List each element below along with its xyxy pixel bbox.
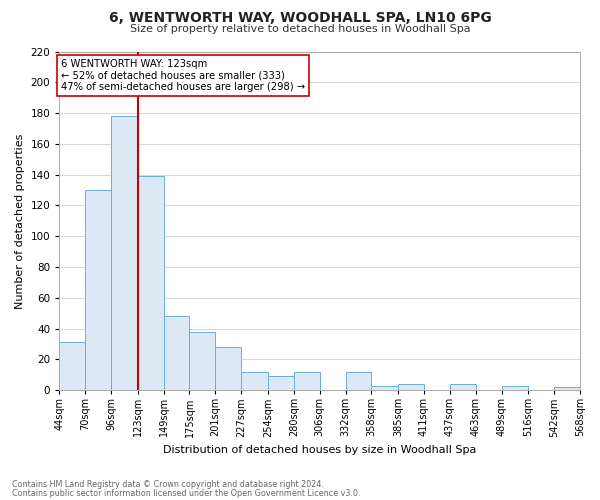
Text: 6 WENTWORTH WAY: 123sqm
← 52% of detached houses are smaller (333)
47% of semi-d: 6 WENTWORTH WAY: 123sqm ← 52% of detache…	[61, 59, 305, 92]
Bar	[294, 372, 320, 390]
Bar	[371, 386, 398, 390]
Bar	[215, 347, 241, 390]
Bar	[190, 332, 215, 390]
Bar	[268, 376, 294, 390]
Bar	[502, 386, 529, 390]
Bar	[554, 387, 580, 390]
Bar	[138, 176, 164, 390]
Bar	[398, 384, 424, 390]
Y-axis label: Number of detached properties: Number of detached properties	[15, 133, 25, 308]
Bar	[59, 342, 85, 390]
Text: Contains public sector information licensed under the Open Government Licence v3: Contains public sector information licen…	[12, 488, 361, 498]
X-axis label: Distribution of detached houses by size in Woodhall Spa: Distribution of detached houses by size …	[163, 445, 476, 455]
Text: Contains HM Land Registry data © Crown copyright and database right 2024.: Contains HM Land Registry data © Crown c…	[12, 480, 324, 489]
Text: 6, WENTWORTH WAY, WOODHALL SPA, LN10 6PG: 6, WENTWORTH WAY, WOODHALL SPA, LN10 6PG	[109, 12, 491, 26]
Bar	[450, 384, 476, 390]
Bar	[241, 372, 268, 390]
Bar	[85, 190, 111, 390]
Text: Size of property relative to detached houses in Woodhall Spa: Size of property relative to detached ho…	[130, 24, 470, 34]
Bar	[164, 316, 190, 390]
Bar	[111, 116, 138, 390]
Bar	[346, 372, 371, 390]
